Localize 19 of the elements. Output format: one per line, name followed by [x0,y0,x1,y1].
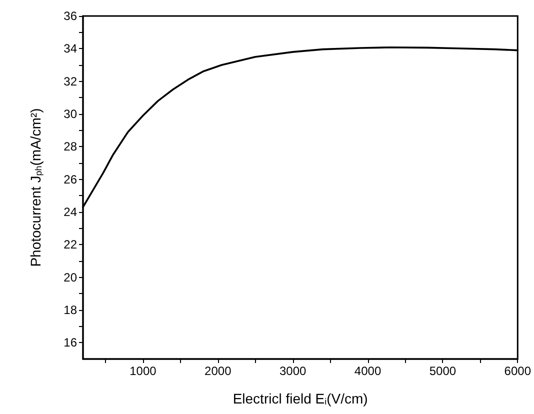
y-axis-title: Photocurrent Jph(mA/cm²) [28,108,44,267]
y-tick-label: 22 [64,238,78,252]
x-tick-label: 1000 [130,364,157,378]
y-tick-label: 34 [64,42,78,56]
y-tick-label: 16 [64,336,78,350]
x-tick-label: 3000 [279,364,306,378]
x-axis-title: Electricl field Ei(V/cm) [232,390,368,406]
y-tick-label: 18 [64,303,78,317]
x-tick-label: 2000 [204,364,232,378]
y-tick-label: 26 [64,172,78,186]
y-tick-label: 28 [64,140,78,154]
y-tick-label: 32 [64,74,78,88]
x-tick-label: 5000 [429,364,456,378]
x-tick-label: 4000 [354,364,382,378]
y-tick-label: 20 [64,270,78,284]
y-tick-label: 36 [64,9,78,23]
y-tick-label: 24 [64,205,78,219]
x-tick-label: 6000 [504,364,532,378]
y-tick-label: 30 [64,107,78,121]
